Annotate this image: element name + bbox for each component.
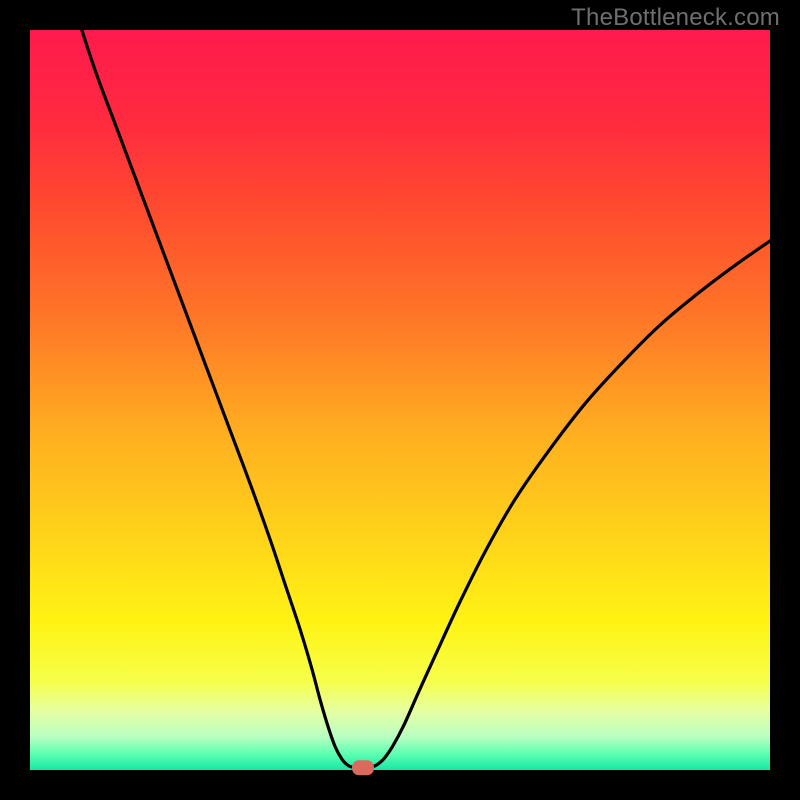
chart-stage: TheBottleneck.com — [0, 0, 800, 800]
optimum-marker — [352, 760, 374, 775]
bottleneck-chart-svg — [0, 0, 800, 800]
watermark-text: TheBottleneck.com — [571, 4, 780, 32]
plot-area — [30, 30, 770, 770]
